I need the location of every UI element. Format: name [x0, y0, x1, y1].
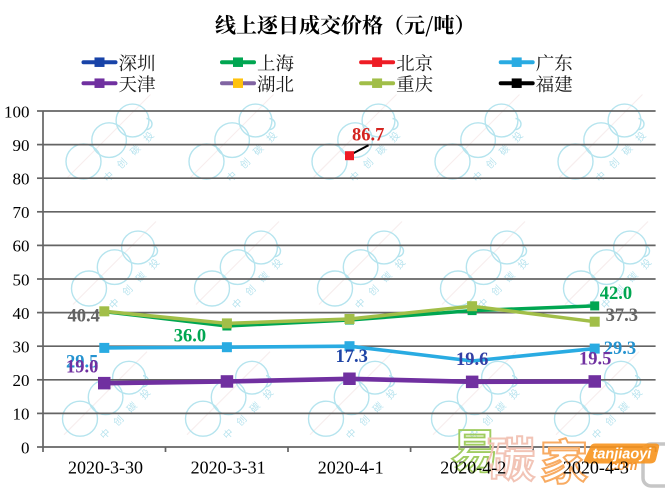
svg-text:2020-3-30: 2020-3-30 [68, 458, 143, 478]
svg-text:50: 50 [13, 270, 30, 289]
svg-text:90: 90 [13, 136, 30, 155]
svg-text:40.4: 40.4 [68, 306, 100, 326]
svg-text:tanjiaoyi: tanjiaoyi [593, 447, 653, 463]
svg-text:19.0: 19.0 [66, 357, 98, 377]
svg-text:60: 60 [13, 237, 30, 256]
svg-text:.com: .com [606, 458, 638, 473]
svg-text:80: 80 [13, 170, 30, 189]
svg-text:37.3: 37.3 [606, 306, 638, 326]
svg-text:40: 40 [13, 304, 30, 323]
svg-text:0: 0 [21, 438, 30, 457]
svg-text:2020-4-3: 2020-4-3 [563, 458, 629, 478]
svg-text:86.7: 86.7 [352, 126, 384, 146]
svg-text:17.3: 17.3 [336, 347, 368, 367]
svg-text:30: 30 [13, 338, 30, 357]
svg-text:29.5: 29.5 [66, 352, 98, 372]
svg-text:36.0: 36.0 [174, 327, 206, 347]
svg-text:70: 70 [13, 203, 30, 222]
svg-text:2020-4-2: 2020-4-2 [440, 458, 506, 478]
svg-text:29.3: 29.3 [604, 339, 636, 359]
svg-text:19.6: 19.6 [456, 350, 488, 370]
svg-text:2020-4-1: 2020-4-1 [318, 458, 384, 478]
svg-text:2020-3-31: 2020-3-31 [191, 458, 266, 478]
svg-text:19.5: 19.5 [579, 349, 611, 369]
svg-text:42.0: 42.0 [600, 284, 632, 304]
svg-text:20: 20 [13, 371, 30, 390]
svg-text:100: 100 [4, 102, 30, 121]
svg-text:10: 10 [13, 405, 30, 424]
